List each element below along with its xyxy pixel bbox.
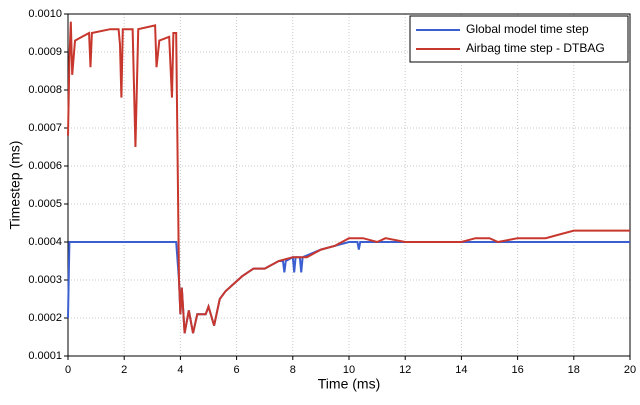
plot-frame	[67, 13, 631, 357]
y-tick-label: 0.0006	[28, 160, 62, 172]
y-tick-label: 0.0007	[28, 122, 62, 134]
x-tick-label: 2	[121, 364, 127, 376]
y-tick-label: 0.0002	[28, 312, 62, 324]
legend-label: Airbag time step - DTBAG	[466, 41, 605, 55]
y-tick-label: 0.0001	[28, 350, 62, 362]
series-line	[67, 21, 630, 334]
x-tick-label: 20	[624, 364, 636, 376]
legend-box	[409, 15, 629, 63]
x-tick-label: 10	[343, 364, 355, 376]
y-tick-label: 0.0008	[28, 84, 62, 96]
x-axis-label: Time (ms)	[318, 376, 380, 392]
y-tick-label: 0.0010	[28, 8, 62, 20]
x-tick-label: 14	[455, 364, 467, 376]
x-tick-label: 16	[511, 364, 523, 376]
x-tick-label: 0	[65, 364, 71, 376]
x-tick-label: 4	[177, 364, 183, 376]
x-tick-label: 12	[399, 364, 411, 376]
legend-label: Global model time step	[466, 22, 589, 36]
y-tick-label: 0.0009	[28, 46, 62, 58]
y-axis-label: Timestep (ms)	[7, 141, 23, 230]
y-tick-label: 0.0004	[28, 236, 62, 248]
x-tick-label: 6	[234, 364, 240, 376]
x-tick-label: 18	[568, 364, 580, 376]
x-tick-label: 8	[290, 364, 296, 376]
y-tick-label: 0.0003	[28, 274, 62, 286]
y-tick-label: 0.0005	[28, 198, 62, 210]
